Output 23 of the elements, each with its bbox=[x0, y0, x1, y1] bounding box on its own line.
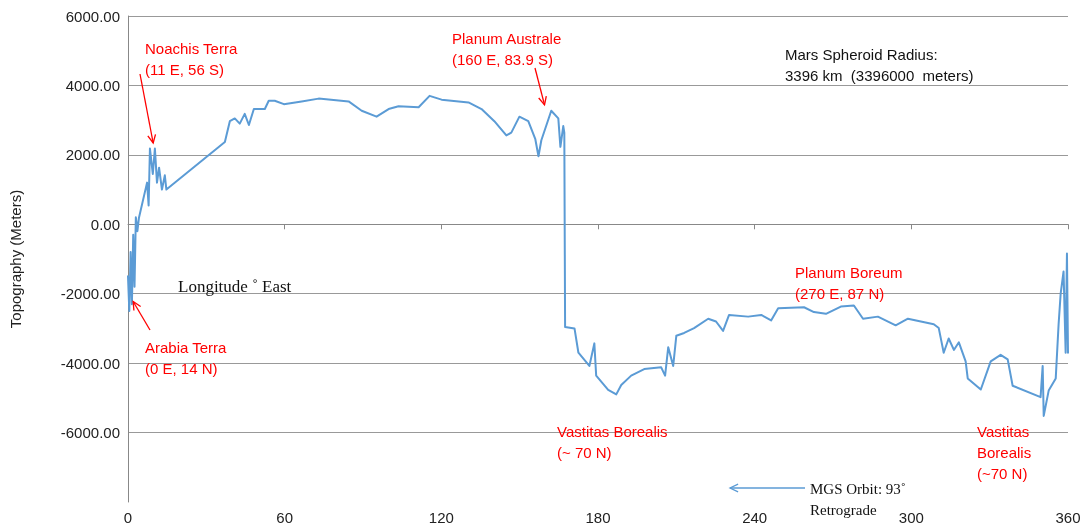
y-tick-label: -4000.00 bbox=[60, 354, 120, 372]
y-tick-label: -2000.00 bbox=[60, 285, 120, 303]
y-tick-label: 0.00 bbox=[90, 215, 120, 233]
annotation: Planum Australe (160 E, 83.9 S) bbox=[452, 30, 562, 68]
annotation: Vastitas Borealis (~ 70 N) bbox=[557, 423, 668, 461]
y-tick-label: -6000.00 bbox=[60, 424, 120, 442]
annotation: Planum Boreum (270 E, 87 N) bbox=[795, 264, 903, 302]
y-tick-label: 4000.00 bbox=[65, 76, 120, 94]
x-tick-label: 240 bbox=[742, 509, 768, 525]
x-tick-label: 360 bbox=[1055, 509, 1081, 525]
y-axis-title: Topography (Meters) bbox=[7, 189, 24, 329]
annotation: Noachis Terra (11 E, 56 S) bbox=[145, 40, 238, 78]
annotation: Vastitas Borealis (~70 N) bbox=[977, 423, 1032, 482]
annotation: Arabia Terra (0 E, 14 N) bbox=[145, 339, 228, 377]
y-tick-label: 6000.00 bbox=[65, 7, 120, 25]
line-series bbox=[127, 94, 1069, 417]
x-tick-label: 60 bbox=[276, 509, 294, 525]
x-axis-title: Longitude ˚ East bbox=[178, 277, 292, 296]
x-tick-label: 180 bbox=[585, 509, 611, 525]
x-tick-label: 0 bbox=[123, 509, 133, 525]
annotation: Mars Spheroid Radius: 3396 km (3396000 meters) bbox=[785, 46, 974, 84]
y-tick-label: 2000.00 bbox=[65, 146, 120, 164]
x-tick-label: 120 bbox=[428, 509, 454, 525]
